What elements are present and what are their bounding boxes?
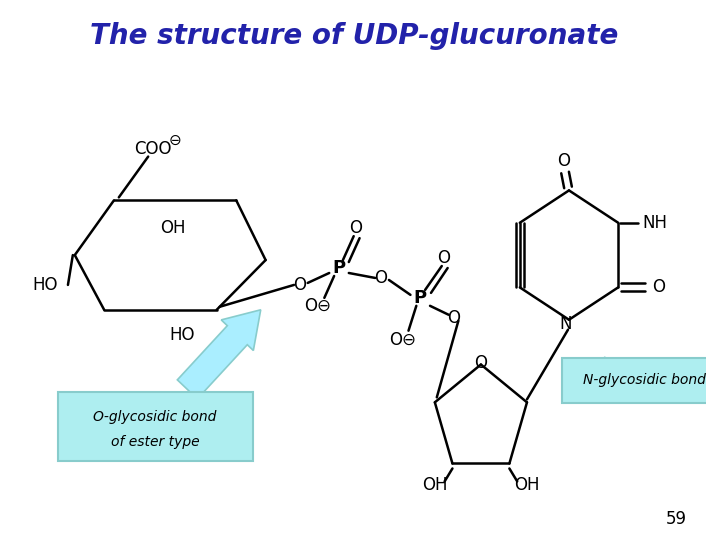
FancyBboxPatch shape: [562, 357, 720, 403]
Text: NH: NH: [643, 214, 667, 232]
Text: O⊖: O⊖: [390, 330, 416, 349]
Text: P: P: [414, 289, 427, 307]
Text: O: O: [652, 279, 665, 296]
Text: O: O: [557, 152, 570, 170]
Text: O: O: [447, 309, 460, 327]
Text: O-glycosidic bond: O-glycosidic bond: [94, 410, 217, 424]
Text: N-glycosidic bond: N-glycosidic bond: [583, 374, 706, 387]
FancyArrow shape: [571, 357, 686, 402]
Text: OH: OH: [514, 476, 540, 495]
FancyBboxPatch shape: [58, 393, 253, 461]
Text: O: O: [474, 354, 487, 372]
Text: N: N: [560, 315, 572, 333]
FancyArrow shape: [177, 310, 261, 399]
Text: O: O: [374, 269, 387, 287]
Text: The structure of UDP-glucuronate: The structure of UDP-glucuronate: [89, 22, 618, 50]
Text: OH: OH: [422, 476, 448, 495]
Text: 59: 59: [665, 510, 686, 528]
Text: O: O: [293, 276, 307, 294]
Text: OH: OH: [160, 219, 185, 237]
Text: ⊖: ⊖: [168, 133, 181, 148]
Text: P: P: [333, 259, 346, 277]
Text: O: O: [349, 219, 362, 237]
Text: COO: COO: [135, 140, 172, 158]
Text: of ester type: of ester type: [111, 435, 199, 449]
Text: HO: HO: [170, 326, 195, 343]
Text: O: O: [437, 249, 450, 267]
Text: O⊖: O⊖: [304, 297, 331, 315]
Text: HO: HO: [32, 276, 58, 294]
